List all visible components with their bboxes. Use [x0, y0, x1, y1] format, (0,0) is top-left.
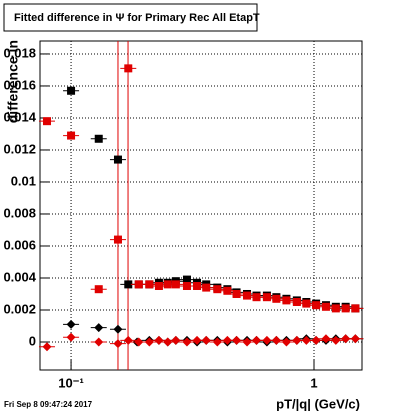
data-point: [212, 337, 222, 347]
data-point: [281, 337, 291, 347]
y-tick-label: 0.008: [3, 205, 36, 220]
data-point: [94, 323, 104, 333]
chart-title: Fitted difference in Ψ for Primary Rec A…: [14, 12, 260, 24]
data-point: [66, 332, 76, 342]
data-point: [171, 280, 180, 289]
data-point: [113, 155, 122, 164]
data-point: [232, 335, 242, 345]
data-point: [144, 337, 154, 347]
data-point: [123, 335, 133, 345]
data-point: [154, 335, 164, 345]
data-point: [67, 86, 76, 95]
data-point: [351, 304, 360, 313]
data-point: [272, 294, 281, 303]
data-point: [42, 342, 52, 352]
y-tick-label: 0.012: [3, 141, 36, 156]
data-point: [201, 335, 211, 345]
data-point: [124, 280, 133, 289]
data-point: [171, 335, 181, 345]
data-point: [341, 334, 351, 344]
data-point: [163, 280, 172, 289]
data-point: [113, 235, 122, 244]
data-point: [350, 334, 360, 344]
y-tick-label: 0.016: [3, 77, 36, 92]
data-point: [124, 64, 133, 73]
data-point: [134, 337, 144, 347]
data-point: [182, 337, 192, 347]
data-point: [262, 293, 271, 302]
data-point: [292, 297, 301, 306]
data-point: [192, 335, 202, 345]
data-point: [193, 281, 202, 290]
y-tick-label: 0.002: [3, 301, 36, 316]
data-point: [312, 301, 321, 310]
data-point: [113, 339, 123, 349]
data-point: [94, 337, 104, 347]
data-point: [321, 302, 330, 311]
x-tick-label: 10⁻¹: [58, 375, 84, 390]
x-tick-label: 1: [310, 375, 317, 390]
x-axis-label: pT/|q| (GeV/c): [276, 396, 360, 411]
data-point: [232, 289, 241, 298]
data-point: [163, 337, 173, 347]
data-point: [331, 304, 340, 313]
data-point: [223, 286, 232, 295]
data-point: [302, 299, 311, 308]
y-tick-label: 0.014: [3, 109, 36, 124]
y-tick-label: 0.01: [11, 173, 36, 188]
data-point: [282, 296, 291, 305]
data-point: [292, 335, 302, 345]
data-point: [243, 291, 252, 300]
data-point: [182, 281, 191, 290]
data-point: [66, 319, 76, 329]
title-box: [3, 3, 258, 32]
data-point: [331, 335, 341, 345]
y-axis-label: difference in: [5, 40, 21, 123]
footer: Fri Sep 8 09:47:24 2017: [4, 400, 93, 409]
data-point: [202, 283, 211, 292]
data-point: [252, 335, 262, 345]
data-point: [154, 281, 163, 290]
data-point: [222, 335, 232, 345]
data-point: [242, 337, 252, 347]
data-point: [94, 285, 103, 294]
data-point: [42, 117, 51, 126]
y-tick-label: 0.004: [3, 269, 36, 284]
data-point: [262, 335, 272, 345]
data-point: [134, 280, 143, 289]
data-point: [321, 334, 331, 344]
data-point: [67, 131, 76, 140]
data-point: [94, 134, 103, 143]
y-tick-label: 0.018: [3, 45, 36, 60]
plot-frame: [39, 40, 363, 371]
data-point: [182, 275, 191, 284]
y-tick-label: 0.006: [3, 237, 36, 252]
data-point: [311, 335, 321, 345]
data-point: [271, 335, 281, 345]
data-point: [301, 335, 311, 345]
data-point: [341, 304, 350, 313]
data-point: [113, 324, 123, 334]
data-point: [213, 285, 222, 294]
data-point: [252, 293, 261, 302]
y-tick-label: 0: [29, 333, 36, 348]
data-point: [145, 280, 154, 289]
